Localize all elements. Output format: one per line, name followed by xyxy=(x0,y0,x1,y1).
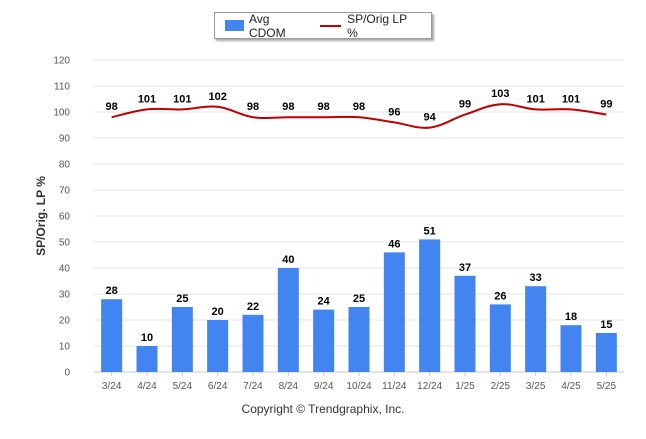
bar-value-label: 22 xyxy=(247,301,259,313)
y-tick-label: 60 xyxy=(59,212,71,223)
bar-value-label: 10 xyxy=(141,332,153,344)
line-value-label: 98 xyxy=(353,101,365,113)
bar xyxy=(348,307,370,372)
bar xyxy=(525,286,547,372)
x-tick-label: 8/24 xyxy=(279,381,299,392)
bar-value-label: 26 xyxy=(494,290,506,302)
x-tick-label: 5/24 xyxy=(173,381,193,392)
bar xyxy=(454,275,476,372)
legend-item-bar[interactable]: Avg CDOM xyxy=(225,12,306,40)
legend-bar-label: Avg CDOM xyxy=(248,11,286,40)
line-value-label: 102 xyxy=(208,91,226,103)
bar-value-label: 33 xyxy=(530,272,542,284)
y-tick-label: 120 xyxy=(53,56,70,67)
line-value-label: 98 xyxy=(247,101,259,113)
line-value-label: 94 xyxy=(424,112,437,124)
y-tick-label: 30 xyxy=(59,290,71,301)
line-value-label: 101 xyxy=(138,93,156,105)
x-tick-label: 5/25 xyxy=(597,381,617,392)
bar xyxy=(489,304,511,372)
y-tick-label: 0 xyxy=(64,368,70,379)
bar xyxy=(277,268,299,372)
bar xyxy=(207,320,229,372)
x-tick-label: 1/25 xyxy=(455,381,475,392)
line-value-label: 98 xyxy=(106,101,118,113)
bar xyxy=(419,239,441,372)
x-tick-label: 2/25 xyxy=(491,381,511,392)
bar-value-label: 15 xyxy=(600,319,612,331)
x-tick-label: 4/24 xyxy=(137,381,157,392)
line-value-label: 96 xyxy=(388,106,400,118)
y-tick-label: 80 xyxy=(59,160,71,171)
x-tick-label: 10/24 xyxy=(346,381,371,392)
bar xyxy=(560,325,582,372)
line-value-label: 99 xyxy=(600,99,612,111)
bar xyxy=(595,333,617,372)
line-series xyxy=(111,103,607,129)
y-tick-label: 50 xyxy=(59,238,71,249)
legend-item-line[interactable]: SP/Orig LP % xyxy=(320,12,417,40)
legend-bar-swatch xyxy=(225,20,244,31)
bar-value-label: 28 xyxy=(106,285,118,297)
bar-value-label: 18 xyxy=(565,311,577,323)
bar-value-label: 37 xyxy=(459,262,471,274)
bar-value-label: 24 xyxy=(318,296,331,308)
line-value-label: 101 xyxy=(562,93,580,105)
legend: Avg CDOM SP/Orig LP % xyxy=(214,12,432,40)
line-value-label: 103 xyxy=(491,88,509,100)
x-tick-label: 11/24 xyxy=(382,381,407,392)
y-tick-label: 100 xyxy=(53,108,70,119)
bar-value-label: 46 xyxy=(388,238,400,250)
y-axis-title: SP/Orig. LP % xyxy=(34,176,48,256)
line-value-label: 101 xyxy=(173,93,191,105)
x-tick-label: 7/24 xyxy=(243,381,263,392)
bar xyxy=(313,309,335,372)
bar-value-label: 25 xyxy=(176,293,188,305)
bar-value-label: 25 xyxy=(353,293,365,305)
legend-line-label: SP/Orig LP % xyxy=(347,11,407,40)
bar xyxy=(136,346,158,372)
x-tick-label: 9/24 xyxy=(314,381,334,392)
bar xyxy=(383,252,405,372)
line-value-label: 98 xyxy=(282,101,294,113)
bar xyxy=(242,314,264,372)
y-tick-label: 40 xyxy=(59,264,71,275)
copyright-text: Copyright © Trendgraphix, Inc. xyxy=(241,402,405,416)
legend-line-swatch xyxy=(320,24,342,27)
x-tick-label: 6/24 xyxy=(208,381,228,392)
x-tick-label: 12/24 xyxy=(417,381,442,392)
line-value-label: 98 xyxy=(318,101,330,113)
line-value-label: 99 xyxy=(459,99,471,111)
y-tick-label: 20 xyxy=(59,316,71,327)
y-tick-label: 70 xyxy=(59,186,71,197)
bar-value-label: 20 xyxy=(212,306,224,318)
y-tick-label: 110 xyxy=(54,82,70,93)
y-tick-label: 10 xyxy=(59,342,71,353)
y-tick-label: 90 xyxy=(59,134,71,145)
line-value-label: 101 xyxy=(526,93,544,105)
x-tick-label: 4/25 xyxy=(561,381,581,392)
bar-value-label: 51 xyxy=(424,225,436,237)
bar xyxy=(171,307,193,372)
bar xyxy=(101,299,123,372)
x-tick-label: 3/25 xyxy=(526,381,546,392)
x-tick-label: 3/24 xyxy=(102,381,122,392)
bar-value-label: 40 xyxy=(282,254,294,266)
